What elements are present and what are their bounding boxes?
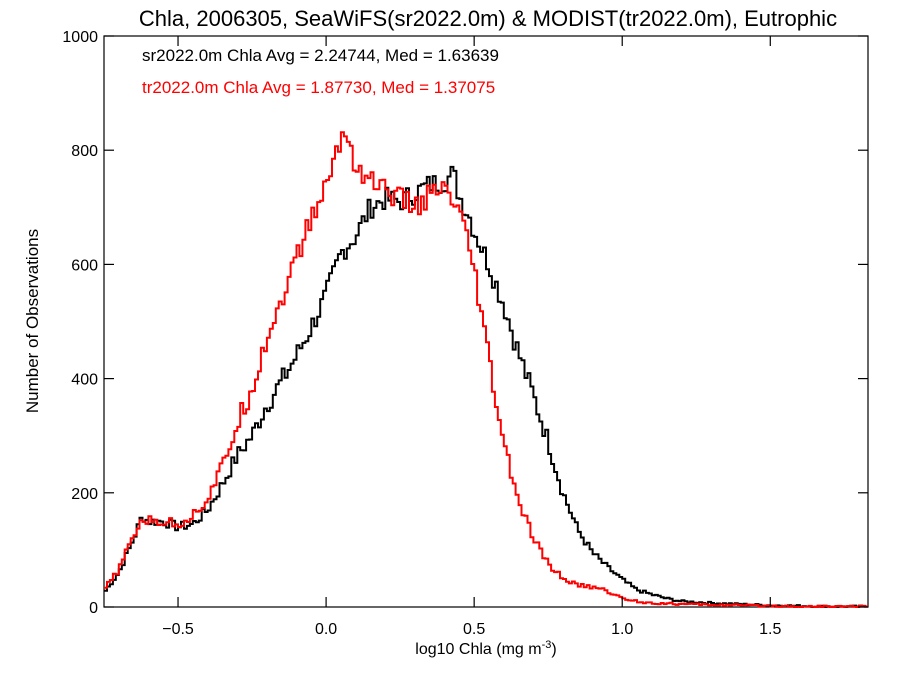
y-tick-label: 0: [89, 600, 98, 617]
x-axis-label: log10 Chla (mg m-3): [415, 639, 556, 658]
x-tick-label: 1.0: [611, 621, 633, 638]
x-tick-label: 1.5: [759, 621, 781, 638]
y-tick-label: 800: [71, 143, 98, 160]
chart-title: Chla, 2006305, SeaWiFS(sr2022.0m) & MODI…: [139, 6, 837, 31]
y-axis-label: Number of Observations: [23, 229, 42, 413]
y-tick-label: 200: [71, 486, 98, 503]
x-tick-label: −0.5: [162, 621, 194, 638]
series-0-line: [104, 165, 868, 608]
annotation-tr2022: tr2022.0m Chla Avg = 1.87730, Med = 1.37…: [142, 78, 495, 97]
annotation-sr2022: sr2022.0m Chla Avg = 2.24744, Med = 1.63…: [142, 46, 499, 65]
series-layer: [104, 131, 868, 608]
x-axis-label-superscript: -3: [542, 639, 552, 651]
y-tick-label: 400: [71, 372, 98, 389]
x-tick-label: 0.0: [315, 621, 337, 638]
y-tick-label: 600: [71, 257, 98, 274]
x-axis-label-main: log10 Chla (mg m: [415, 641, 541, 658]
x-tick-label: 0.5: [463, 621, 485, 638]
tick-layer: −0.5 0.0 0.5 1.0 1.5 0 200 400 600 800 1000: [62, 29, 868, 638]
plot-area: −0.5 0.0 0.5 1.0 1.5 0 200 400 600 800 1000: [62, 29, 869, 638]
series-1-line: [104, 131, 868, 608]
y-tick-label: 1000: [62, 29, 98, 46]
plot-frame: [103, 35, 869, 608]
x-axis-label-tail: ): [551, 641, 556, 658]
